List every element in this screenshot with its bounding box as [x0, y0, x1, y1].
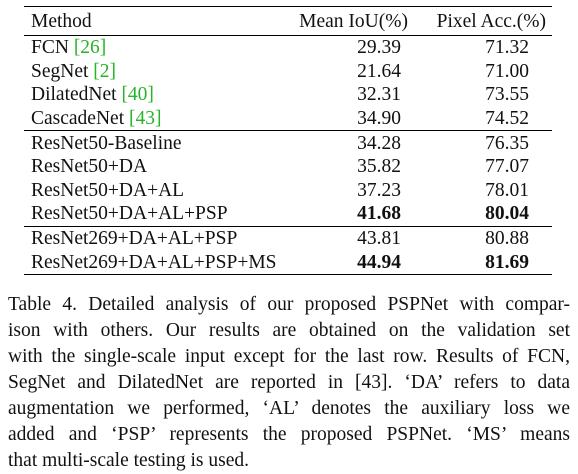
pixel-accuracy-value: 73.55 — [485, 84, 529, 106]
method-name: ResNet50+DA+AL — [31, 179, 185, 201]
table-row: ResNet269+DA+AL+PSP 43.81 80.88 — [24, 225, 552, 251]
pixel-accuracy-value: 76.35 — [434, 130, 552, 155]
mean-iou-value: 43.81 — [282, 225, 434, 251]
method-cell: FCN [26] — [24, 34, 282, 60]
method-cell: ResNet50+DA+AL — [24, 179, 282, 203]
table-row: ResNet50+DA+AL 37.23 78.01 — [24, 179, 552, 203]
method-cell: ResNet50+DA+AL+PSP — [24, 202, 282, 226]
results-table: Method Mean IoU(%) Pixel Acc.(%) FCN [26… — [24, 6, 552, 275]
pixel-accuracy-value: 80.88 — [434, 225, 552, 251]
pixel-accuracy-value: 77.07 — [485, 156, 529, 178]
method-cell: ResNet50-Baseline — [24, 130, 282, 155]
method-cell: ResNet50+DA — [24, 155, 282, 179]
citation-link[interactable]: [2] — [93, 60, 117, 82]
method-name: FCN — [31, 37, 74, 59]
mean-iou-value: 44.94 — [282, 250, 434, 275]
citation-link[interactable]: [26] — [73, 37, 107, 59]
table-row: DilatedNet [40] 32.31 73.55 — [24, 83, 552, 107]
mean-iou-value: 32.31 — [357, 84, 401, 106]
header-method: Method — [24, 6, 282, 36]
method-cell: SegNet [2] — [24, 60, 282, 84]
caption-line: augmentation we performed, ‘AL’ denotes … — [8, 398, 570, 419]
caption-line: SegNet and DilatedNet are reported in [4… — [8, 372, 570, 393]
mean-iou-value: 34.90 — [357, 108, 401, 130]
method-name: ResNet50+DA — [31, 156, 148, 178]
header-mean-iou: Mean IoU(%) — [282, 6, 434, 36]
header-pixel-accuracy: Pixel Acc.(%) — [434, 6, 552, 36]
caption-line: that multi-scale testing is used. — [8, 450, 249, 471]
results-table-container: Method Mean IoU(%) Pixel Acc.(%) FCN [26… — [24, 6, 552, 275]
mean-iou-value: 35.82 — [357, 156, 401, 178]
table-caption: Table 4. Detailed analysis of our propos… — [8, 292, 570, 474]
table-body: FCN [26] 29.39 71.32 SegNet [2] 21.64 71.00 Di… — [24, 34, 552, 275]
pixel-accuracy-value: 80.04 — [485, 203, 529, 225]
mean-iou-value: 29.39 — [282, 34, 434, 60]
mean-iou-value: 41.68 — [357, 203, 401, 225]
table-row: ResNet50+DA 35.82 77.07 — [24, 155, 552, 179]
method-name: ResNet50+DA+AL+PSP — [31, 203, 228, 225]
citation-link[interactable]: [40] — [121, 84, 154, 106]
table-row: SegNet [2] 21.64 71.00 — [24, 60, 552, 84]
caption-line: ison with others. Our results are obtain… — [8, 320, 570, 341]
method-name: ResNet269+DA+AL+PSP+MS — [31, 251, 277, 273]
method-name: ResNet269+DA+AL+PSP — [31, 228, 238, 250]
method-name: ResNet50-Baseline — [31, 132, 182, 154]
table-row: ResNet50-Baseline 34.28 76.35 — [24, 130, 552, 155]
table-row: FCN [26] 29.39 71.32 — [24, 34, 552, 60]
pixel-accuracy-value: 71.00 — [485, 60, 529, 82]
pixel-accuracy-value: 81.69 — [434, 250, 552, 275]
table-row: ResNet50+DA+AL+PSP 41.68 80.04 — [24, 202, 552, 226]
table-row: CascadeNet [43] 34.90 74.52 — [24, 107, 552, 131]
caption-line: added and ‘PSP’ represents the proposed … — [8, 424, 570, 445]
method-cell: ResNet269+DA+AL+PSP+MS — [24, 250, 282, 275]
caption-line: with the single-scale input except for t… — [8, 346, 570, 367]
method-name: SegNet — [31, 60, 94, 82]
mean-iou-value: 21.64 — [357, 60, 401, 82]
method-name: CascadeNet — [31, 108, 129, 130]
caption-line: Table 4. Detailed analysis of our propos… — [8, 294, 570, 315]
method-cell: ResNet269+DA+AL+PSP — [24, 225, 282, 251]
method-cell: CascadeNet [43] — [24, 107, 282, 131]
table-header-row: Method Mean IoU(%) Pixel Acc.(%) — [24, 6, 552, 36]
mean-iou-value: 34.28 — [282, 130, 434, 155]
citation-link[interactable]: [43] — [129, 108, 162, 130]
mean-iou-value: 37.23 — [357, 179, 401, 201]
table-row: ResNet269+DA+AL+PSP+MS 44.94 81.69 — [24, 250, 552, 275]
pixel-accuracy-value: 71.32 — [434, 34, 552, 60]
method-cell: DilatedNet [40] — [24, 83, 282, 107]
pixel-accuracy-value: 78.01 — [485, 179, 529, 201]
method-name: DilatedNet — [31, 84, 122, 106]
pixel-accuracy-value: 74.52 — [485, 108, 529, 130]
